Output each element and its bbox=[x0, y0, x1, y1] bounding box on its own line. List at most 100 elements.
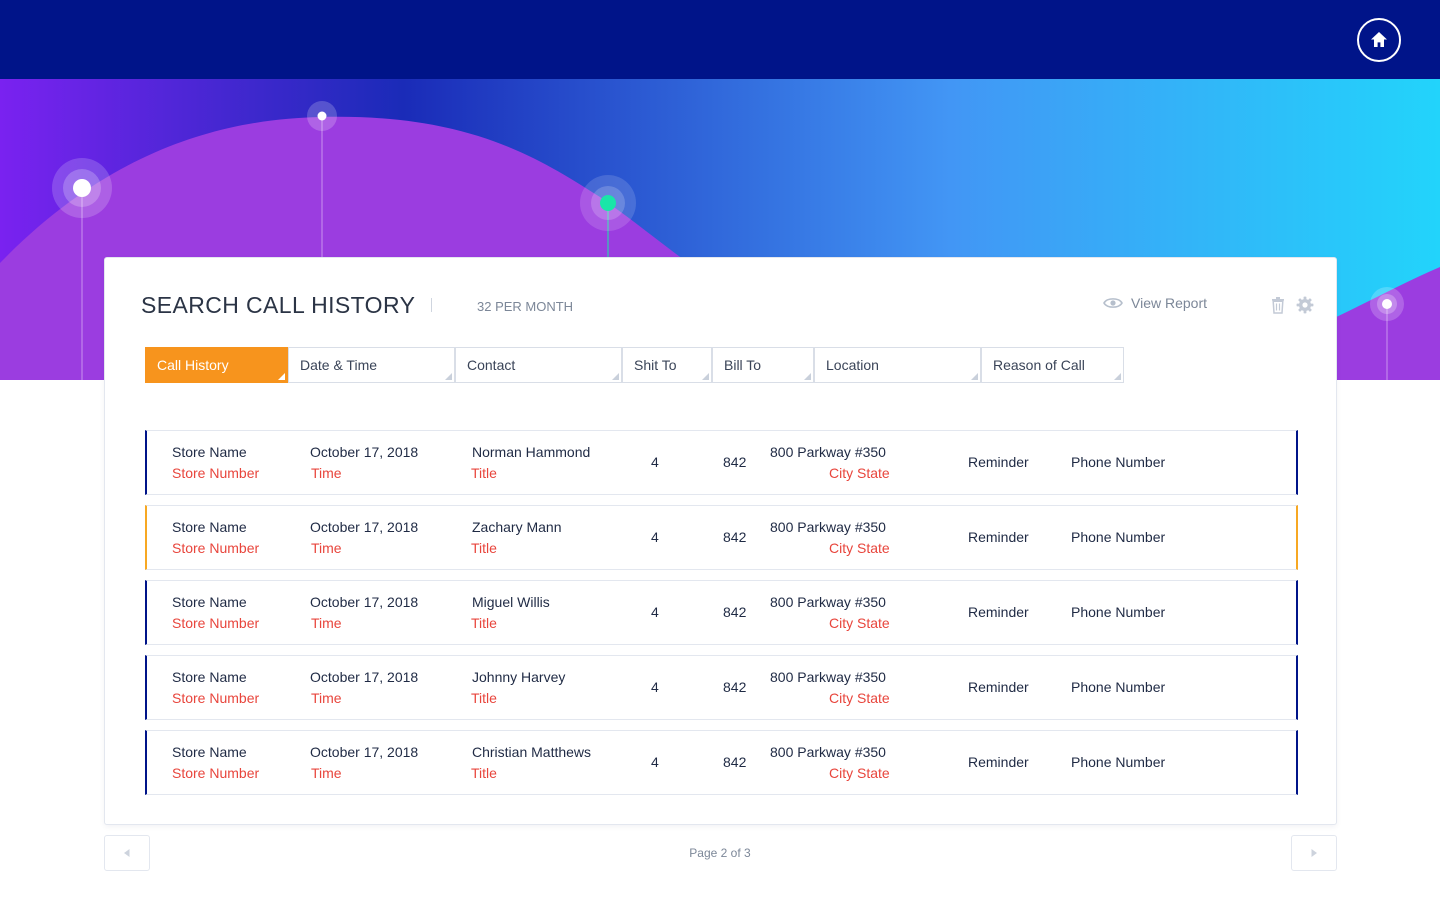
location-address: 800 Parkway #350 bbox=[770, 519, 886, 535]
location-city-state: City State bbox=[829, 465, 890, 481]
resize-corner-icon bbox=[612, 373, 619, 380]
location-address: 800 Parkway #350 bbox=[770, 744, 886, 760]
filter-contact[interactable]: Contact bbox=[455, 347, 622, 383]
store-number: Store Number bbox=[172, 465, 260, 481]
page-title: SEARCH CALL HISTORY bbox=[141, 292, 416, 318]
resize-corner-icon bbox=[702, 373, 709, 380]
location-city-state: City State bbox=[829, 540, 890, 556]
ship-to-value: 4 bbox=[651, 529, 659, 545]
bill-to-value: 842 bbox=[723, 754, 747, 770]
contact-name: Johnny Harvey bbox=[472, 669, 566, 685]
ship-to-value: 4 bbox=[651, 679, 659, 695]
location-address: 800 Parkway #350 bbox=[770, 669, 886, 685]
delete-button[interactable] bbox=[1269, 296, 1287, 319]
page-indicator: Page 2 of 3 bbox=[689, 846, 751, 860]
contact-title: Title bbox=[471, 690, 497, 706]
home-icon bbox=[1371, 32, 1387, 47]
contact-name: Norman Hammond bbox=[472, 444, 591, 460]
title-divider bbox=[431, 298, 432, 312]
filter-call-history[interactable]: Call History bbox=[145, 347, 288, 383]
location-city-state: City State bbox=[829, 765, 890, 781]
contact-name: Christian Matthews bbox=[472, 744, 592, 760]
call-time: Time bbox=[311, 540, 342, 556]
chevron-right-icon bbox=[1311, 849, 1317, 857]
per-month-count: 32 PER MONTH bbox=[477, 299, 574, 314]
table-row[interactable]: Store Name Store Number October 17, 2018… bbox=[145, 730, 1298, 795]
contact-title: Title bbox=[471, 465, 497, 481]
next-page-button[interactable] bbox=[1291, 835, 1337, 871]
call-date: October 17, 2018 bbox=[310, 519, 419, 535]
bill-to-value: 842 bbox=[723, 679, 747, 695]
store-name: Store Name bbox=[172, 744, 247, 760]
home-button[interactable] bbox=[1357, 18, 1401, 62]
view-report-button[interactable]: View Report bbox=[1103, 295, 1207, 311]
call-time: Time bbox=[311, 465, 342, 481]
bill-to-value: 842 bbox=[723, 604, 747, 620]
call-date: October 17, 2018 bbox=[310, 594, 419, 610]
call-history-card: SEARCH CALL HISTORY 32 PER MONTH View Re… bbox=[104, 257, 1337, 825]
contact-name: Zachary Mann bbox=[472, 519, 562, 535]
contact-title: Title bbox=[471, 615, 497, 631]
store-number: Store Number bbox=[172, 690, 260, 706]
contact-title: Title bbox=[471, 765, 497, 781]
table-row[interactable]: Store Name Store Number October 17, 2018… bbox=[145, 580, 1298, 645]
resize-corner-icon bbox=[278, 373, 285, 380]
phone-number: Phone Number bbox=[1071, 679, 1166, 695]
call-time: Time bbox=[311, 765, 342, 781]
resize-corner-icon bbox=[971, 373, 978, 380]
phone-number: Phone Number bbox=[1071, 454, 1166, 470]
previous-page-button[interactable] bbox=[104, 835, 150, 871]
call-date: October 17, 2018 bbox=[310, 744, 419, 760]
marker-pin-1 bbox=[52, 158, 112, 380]
filter-label: Date & Time bbox=[300, 357, 378, 373]
view-report-label: View Report bbox=[1131, 295, 1208, 311]
marker-pin-3 bbox=[580, 175, 636, 259]
reason-of-call: Reminder bbox=[968, 604, 1029, 620]
ship-to-value: 4 bbox=[651, 454, 659, 470]
phone-number: Phone Number bbox=[1071, 754, 1166, 770]
store-number: Store Number bbox=[172, 540, 260, 556]
phone-number: Phone Number bbox=[1071, 604, 1166, 620]
filter-label: Shit To bbox=[634, 357, 677, 373]
gear-icon bbox=[1296, 296, 1314, 314]
resize-corner-icon bbox=[1114, 373, 1121, 380]
location-city-state: City State bbox=[829, 690, 890, 706]
call-time: Time bbox=[311, 615, 342, 631]
filter-ship-to[interactable]: Shit To bbox=[622, 347, 712, 383]
bill-to-value: 842 bbox=[723, 454, 747, 470]
top-bar bbox=[0, 0, 1440, 79]
location-city-state: City State bbox=[829, 615, 890, 631]
resize-corner-icon bbox=[804, 373, 811, 380]
eye-icon bbox=[1103, 298, 1123, 308]
chevron-left-icon bbox=[124, 849, 130, 857]
filter-label: Call History bbox=[157, 357, 229, 373]
store-number: Store Number bbox=[172, 765, 260, 781]
filter-label: Bill To bbox=[724, 357, 762, 373]
resize-corner-icon bbox=[445, 373, 452, 380]
filter-label: Reason of Call bbox=[993, 357, 1085, 373]
reason-of-call: Reminder bbox=[968, 679, 1029, 695]
filter-location[interactable]: Location bbox=[814, 347, 981, 383]
reason-of-call: Reminder bbox=[968, 529, 1029, 545]
store-number: Store Number bbox=[172, 615, 260, 631]
marker-pin-4 bbox=[1370, 287, 1404, 380]
filter-reason-of-call[interactable]: Reason of Call bbox=[981, 347, 1124, 383]
table-row[interactable]: Store Name Store Number October 17, 2018… bbox=[145, 505, 1298, 570]
store-name: Store Name bbox=[172, 519, 247, 535]
filter-label: Location bbox=[826, 357, 879, 373]
contact-name: Miguel Willis bbox=[472, 594, 550, 610]
call-date: October 17, 2018 bbox=[310, 669, 419, 685]
bill-to-value: 842 bbox=[723, 529, 747, 545]
phone-number: Phone Number bbox=[1071, 529, 1166, 545]
reason-of-call: Reminder bbox=[968, 754, 1029, 770]
location-address: 800 Parkway #350 bbox=[770, 444, 886, 460]
settings-button[interactable] bbox=[1296, 296, 1314, 319]
table-row[interactable]: Store Name Store Number October 17, 2018… bbox=[145, 430, 1298, 495]
call-time: Time bbox=[311, 690, 342, 706]
filter-bill-to[interactable]: Bill To bbox=[712, 347, 814, 383]
contact-title: Title bbox=[471, 540, 497, 556]
store-name: Store Name bbox=[172, 669, 247, 685]
table-row[interactable]: Store Name Store Number October 17, 2018… bbox=[145, 655, 1298, 720]
filter-date-time[interactable]: Date & Time bbox=[288, 347, 455, 383]
